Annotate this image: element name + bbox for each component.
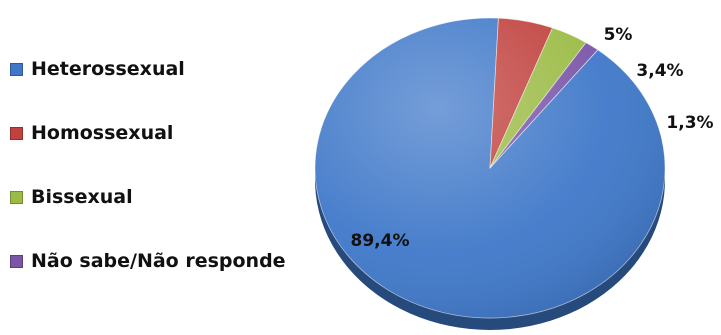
legend-swatch-nao-sabe [10,254,23,268]
legend-item-heterossexual: Heterossexual [10,58,286,80]
legend-item-nao-sabe: Não sabe/Não responde [10,250,286,272]
legend-item-bissexual: Bissexual [10,186,286,208]
pie-slices [314,17,666,319]
data-label-homossexual: 5% [604,25,633,45]
chart-legend: Heterossexual Homossexual Bissexual Não … [10,58,286,314]
data-label-heterossexual: 89,4% [351,231,410,251]
legend-swatch-heterossexual [10,62,23,76]
data-label-bissexual: 3,4% [636,61,683,81]
legend-label-bissexual: Bissexual [31,186,133,208]
legend-label-heterossexual: Heterossexual [31,58,185,80]
legend-swatch-bissexual [10,190,23,204]
data-label-nao-sabe-nao-responde: 1,3% [666,113,713,133]
legend-swatch-homossexual [10,126,23,140]
legend-label-homossexual: Homossexual [31,122,174,144]
legend-label-nao-sabe: Não sabe/Não responde [31,250,286,272]
legend-item-homossexual: Homossexual [10,122,286,144]
pie-labels: 89,4% 5%3,4% 1,3% [351,25,714,251]
